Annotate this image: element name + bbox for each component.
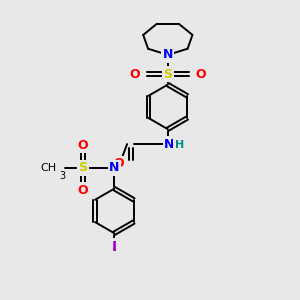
Text: N: N bbox=[109, 161, 119, 174]
Text: O: O bbox=[78, 184, 88, 196]
Text: O: O bbox=[113, 157, 124, 170]
Text: O: O bbox=[130, 68, 140, 81]
Text: S: S bbox=[79, 161, 88, 174]
Text: N: N bbox=[164, 138, 175, 151]
Text: O: O bbox=[78, 139, 88, 152]
Text: CH: CH bbox=[40, 163, 56, 173]
Text: O: O bbox=[195, 68, 206, 81]
Text: 3: 3 bbox=[59, 171, 65, 182]
Text: I: I bbox=[112, 240, 117, 254]
Text: S: S bbox=[163, 68, 172, 81]
Text: H: H bbox=[175, 140, 184, 150]
Text: N: N bbox=[163, 48, 173, 62]
